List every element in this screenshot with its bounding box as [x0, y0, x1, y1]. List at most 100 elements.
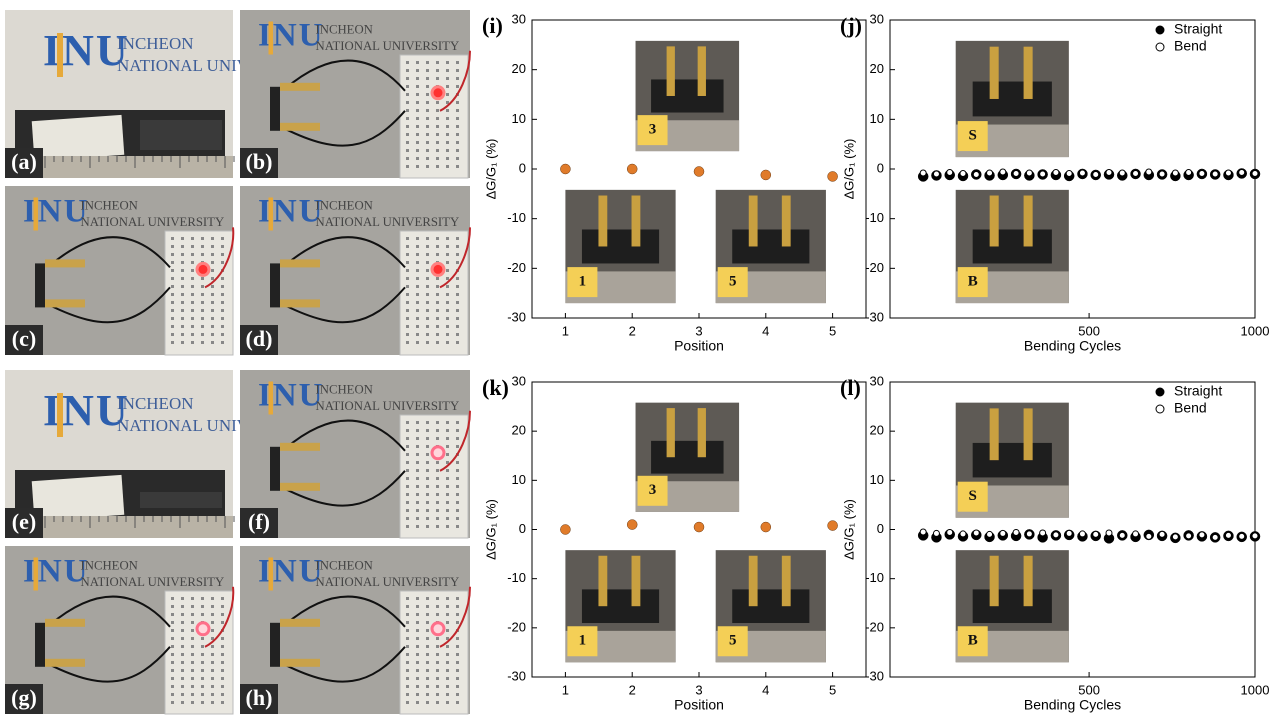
data-point — [1146, 169, 1152, 175]
hole — [211, 301, 214, 304]
hole — [191, 301, 194, 304]
hole — [426, 333, 429, 336]
x-tick-label: 500 — [1078, 323, 1100, 338]
hole — [416, 149, 419, 152]
hole — [406, 101, 409, 104]
hole — [221, 693, 224, 696]
hole — [191, 645, 194, 648]
hole — [191, 325, 194, 328]
hole — [426, 293, 429, 296]
hole — [416, 429, 419, 432]
hole — [181, 621, 184, 624]
inset-clip — [990, 408, 999, 460]
hole — [211, 325, 214, 328]
hole — [436, 333, 439, 336]
hole — [211, 293, 214, 296]
logo-line: INCHEON — [316, 22, 373, 36]
y-tick-label: -20 — [507, 619, 526, 634]
hole — [436, 149, 439, 152]
hole — [436, 69, 439, 72]
hole — [456, 509, 459, 512]
hole — [406, 61, 409, 64]
hole — [426, 93, 429, 96]
hole — [406, 685, 409, 688]
hole — [221, 701, 224, 704]
hole — [416, 509, 419, 512]
hole — [426, 301, 429, 304]
hole — [221, 325, 224, 328]
hole — [211, 677, 214, 680]
hole — [211, 341, 214, 344]
hole — [171, 253, 174, 256]
logo-line: INCHEON — [316, 382, 373, 396]
hole — [416, 133, 419, 136]
inset-stand — [973, 229, 1052, 263]
inset-label: S — [969, 488, 977, 504]
hole — [446, 269, 449, 272]
hole — [201, 253, 204, 256]
data-point — [1212, 534, 1218, 540]
hole — [416, 125, 419, 128]
data-point — [1013, 529, 1019, 535]
hole — [446, 333, 449, 336]
data-point — [1146, 533, 1152, 539]
hole — [426, 461, 429, 464]
hole — [181, 301, 184, 304]
hole — [181, 653, 184, 656]
x-tick-label: 2 — [629, 323, 636, 338]
hole — [426, 61, 429, 64]
logo-accent — [34, 198, 39, 231]
logo-accent — [269, 382, 274, 415]
clip — [45, 659, 85, 667]
hole — [426, 517, 429, 520]
legend-marker — [1156, 388, 1164, 396]
hole — [191, 613, 194, 616]
hole — [201, 245, 204, 248]
legend-marker — [1156, 26, 1164, 34]
logo-accent — [269, 198, 274, 231]
hole — [456, 245, 459, 248]
hole — [406, 293, 409, 296]
data-point — [1119, 170, 1125, 176]
hole — [426, 341, 429, 344]
hole — [426, 157, 429, 160]
y-tick-label: 20 — [870, 61, 884, 76]
hole — [201, 613, 204, 616]
hole — [446, 677, 449, 680]
hole — [456, 645, 459, 648]
hole — [406, 237, 409, 240]
hole — [426, 469, 429, 472]
hole — [436, 525, 439, 528]
hole — [436, 685, 439, 688]
hole — [201, 309, 204, 312]
x-tick-label: 1000 — [1241, 323, 1270, 338]
x-tick-label: 3 — [695, 682, 702, 697]
hole — [171, 325, 174, 328]
hole — [201, 685, 204, 688]
inset-stand — [973, 443, 1052, 478]
data-point — [1159, 531, 1165, 537]
hole — [191, 685, 194, 688]
hole — [456, 309, 459, 312]
logo-line: NATIONAL UNIVERSITY — [316, 575, 460, 589]
hole — [456, 669, 459, 672]
hole — [191, 237, 194, 240]
inset-stand — [582, 589, 659, 623]
hole — [426, 125, 429, 128]
hole — [426, 453, 429, 456]
hole — [426, 485, 429, 488]
hole — [456, 141, 459, 144]
clip — [280, 659, 320, 667]
hole — [426, 661, 429, 664]
hole — [171, 269, 174, 272]
hole — [436, 461, 439, 464]
logo-line: INCHEON — [81, 558, 138, 572]
hole — [181, 253, 184, 256]
hole — [406, 645, 409, 648]
hole — [436, 437, 439, 440]
sample — [270, 623, 280, 667]
x-tick-label: 2 — [629, 682, 636, 697]
hole — [456, 293, 459, 296]
data-point — [1066, 170, 1072, 176]
data-point — [828, 521, 838, 531]
